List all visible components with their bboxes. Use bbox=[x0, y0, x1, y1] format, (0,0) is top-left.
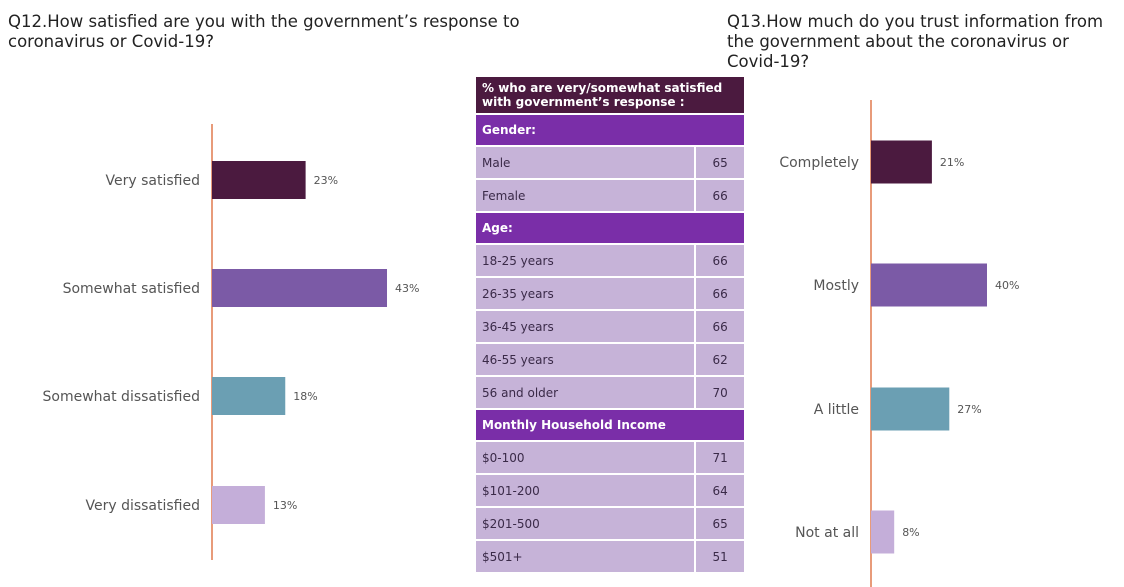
table-row-label: 26-35 years bbox=[476, 278, 694, 309]
table-row-label: $101-200 bbox=[476, 475, 694, 506]
table-row: 36-45 years 66 bbox=[476, 311, 744, 342]
table-row: 56 and older 70 bbox=[476, 377, 744, 408]
table-row: $101-200 64 bbox=[476, 475, 744, 506]
table-row: $0-100 71 bbox=[476, 442, 744, 473]
table-row-label: 56 and older bbox=[476, 377, 694, 408]
bar bbox=[871, 511, 894, 554]
table-row-value: 66 bbox=[694, 180, 744, 211]
category-label: Mostly bbox=[813, 278, 859, 294]
table-section-row: Age: bbox=[476, 213, 744, 243]
data-label: 21% bbox=[940, 156, 964, 169]
table-row-value: 65 bbox=[694, 508, 744, 539]
data-label: 8% bbox=[902, 526, 919, 539]
table-row-label: $501+ bbox=[476, 541, 694, 572]
bar bbox=[871, 141, 932, 184]
table-row-value: 65 bbox=[694, 147, 744, 178]
table-row: $201-500 65 bbox=[476, 508, 744, 539]
data-label: 27% bbox=[957, 403, 981, 416]
table-section-title: Age: bbox=[476, 213, 744, 243]
table-row-value: 62 bbox=[694, 344, 744, 375]
bar bbox=[871, 388, 949, 431]
table-row-label: Female bbox=[476, 180, 694, 211]
table-header: % who are very/somewhat satisfied with g… bbox=[476, 77, 744, 113]
category-label: A little bbox=[814, 402, 859, 418]
table-row-label: 18-25 years bbox=[476, 245, 694, 276]
table-row: 18-25 years 66 bbox=[476, 245, 744, 276]
table-row-label: Male bbox=[476, 147, 694, 178]
table-row-value: 70 bbox=[694, 377, 744, 408]
satisfaction-breakdown-table: % who are very/somewhat satisfied with g… bbox=[476, 75, 744, 574]
table-row-label: 46-55 years bbox=[476, 344, 694, 375]
table-row-value: 51 bbox=[694, 541, 744, 572]
table-row-label: $0-100 bbox=[476, 442, 694, 473]
table-header-row: % who are very/somewhat satisfied with g… bbox=[476, 77, 744, 113]
table-row: 46-55 years 62 bbox=[476, 344, 744, 375]
table-row-label: $201-500 bbox=[476, 508, 694, 539]
data-label: 40% bbox=[995, 279, 1019, 292]
table-row-label: 36-45 years bbox=[476, 311, 694, 342]
table-section-title: Monthly Household Income bbox=[476, 410, 744, 440]
table-row-value: 66 bbox=[694, 245, 744, 276]
category-label: Completely bbox=[779, 155, 859, 171]
bar bbox=[871, 264, 987, 307]
table-row-value: 66 bbox=[694, 278, 744, 309]
table-row-value: 66 bbox=[694, 311, 744, 342]
category-label: Not at all bbox=[795, 525, 859, 541]
table-row: Male 65 bbox=[476, 147, 744, 178]
table-row: Female 66 bbox=[476, 180, 744, 211]
table-section-row: Gender: bbox=[476, 115, 744, 145]
table-section-title: Gender: bbox=[476, 115, 744, 145]
table-row: $501+ 51 bbox=[476, 541, 744, 572]
table-row-value: 71 bbox=[694, 442, 744, 473]
table-row-value: 64 bbox=[694, 475, 744, 506]
table-row: 26-35 years 66 bbox=[476, 278, 744, 309]
table-section-row: Monthly Household Income bbox=[476, 410, 744, 440]
